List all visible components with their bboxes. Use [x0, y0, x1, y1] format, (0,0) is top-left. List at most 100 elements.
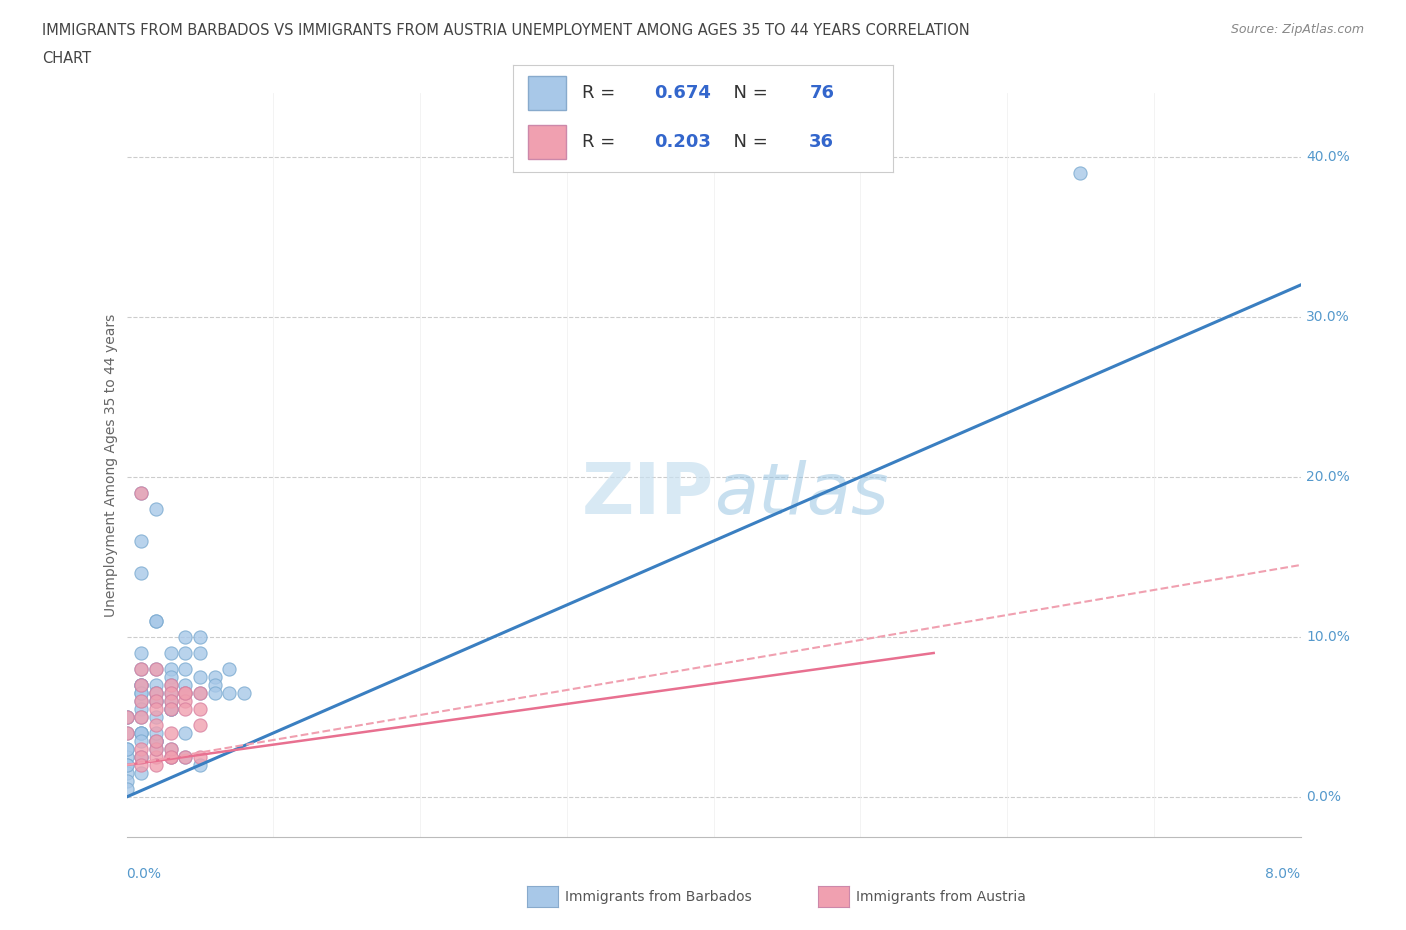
Text: N =: N =: [723, 133, 773, 151]
Point: [145, 685, 167, 700]
Text: 36: 36: [810, 133, 834, 151]
Text: N =: N =: [723, 84, 773, 102]
Point: [115, 710, 138, 724]
Point: [174, 750, 197, 764]
Point: [145, 685, 167, 700]
Point: [129, 750, 152, 764]
Point: [1069, 166, 1091, 180]
Text: 10.0%: 10.0%: [1306, 630, 1350, 644]
Point: [129, 758, 152, 773]
Point: [115, 725, 138, 740]
Point: [129, 710, 152, 724]
Text: 20.0%: 20.0%: [1306, 470, 1350, 484]
Point: [204, 670, 226, 684]
Point: [115, 725, 138, 740]
Point: [129, 565, 152, 580]
Point: [129, 725, 152, 740]
Point: [145, 718, 167, 733]
Text: R =: R =: [582, 133, 620, 151]
Point: [145, 661, 167, 676]
Point: [115, 781, 138, 796]
Point: [145, 614, 167, 629]
Point: [115, 741, 138, 756]
Point: [159, 661, 181, 676]
Point: [129, 750, 152, 764]
Point: [174, 645, 197, 660]
Point: [129, 694, 152, 709]
Point: [188, 750, 211, 764]
Point: [159, 670, 181, 684]
Point: [188, 701, 211, 716]
Text: 8.0%: 8.0%: [1265, 867, 1301, 881]
Point: [159, 685, 181, 700]
Point: [159, 645, 181, 660]
Point: [145, 694, 167, 709]
Point: [145, 734, 167, 749]
Point: [218, 685, 240, 700]
Point: [174, 694, 197, 709]
Point: [174, 685, 197, 700]
Point: [188, 630, 211, 644]
Point: [145, 501, 167, 516]
Text: 40.0%: 40.0%: [1306, 150, 1350, 164]
Y-axis label: Unemployment Among Ages 35 to 44 years: Unemployment Among Ages 35 to 44 years: [104, 313, 118, 617]
Text: 30.0%: 30.0%: [1306, 310, 1350, 324]
Point: [145, 685, 167, 700]
Point: [129, 685, 152, 700]
Point: [204, 685, 226, 700]
Bar: [529, 125, 567, 159]
Point: [174, 701, 197, 716]
Point: [129, 725, 152, 740]
Point: [159, 750, 181, 764]
Text: Immigrants from Austria: Immigrants from Austria: [856, 889, 1026, 904]
Point: [129, 661, 152, 676]
Point: [159, 750, 181, 764]
Point: [115, 750, 138, 764]
Text: Source: ZipAtlas.com: Source: ZipAtlas.com: [1230, 23, 1364, 36]
Point: [129, 710, 152, 724]
Text: 0.0%: 0.0%: [1306, 790, 1341, 804]
Point: [129, 485, 152, 500]
Point: [145, 694, 167, 709]
Point: [145, 678, 167, 693]
Bar: [529, 76, 567, 110]
Point: [174, 661, 197, 676]
Point: [159, 741, 181, 756]
Point: [159, 701, 181, 716]
Point: [145, 734, 167, 749]
Text: 0.674: 0.674: [654, 84, 710, 102]
Point: [159, 678, 181, 693]
Point: [145, 734, 167, 749]
Point: [145, 741, 167, 756]
Point: [145, 661, 167, 676]
Point: [174, 630, 197, 644]
Point: [129, 485, 152, 500]
Point: [145, 734, 167, 749]
Point: [188, 645, 211, 660]
Point: [188, 718, 211, 733]
Text: Immigrants from Barbados: Immigrants from Barbados: [565, 889, 752, 904]
Point: [129, 694, 152, 709]
Point: [188, 685, 211, 700]
Point: [129, 685, 152, 700]
Point: [115, 758, 138, 773]
Point: [159, 725, 181, 740]
Point: [188, 758, 211, 773]
Point: [129, 725, 152, 740]
Point: [174, 685, 197, 700]
Point: [129, 678, 152, 693]
Point: [129, 678, 152, 693]
Point: [145, 701, 167, 716]
Point: [174, 678, 197, 693]
Point: [145, 741, 167, 756]
Point: [129, 765, 152, 780]
Point: [145, 725, 167, 740]
Point: [174, 750, 197, 764]
Point: [115, 765, 138, 780]
Point: [129, 734, 152, 749]
Point: [115, 741, 138, 756]
Point: [159, 701, 181, 716]
Point: [129, 750, 152, 764]
Point: [145, 710, 167, 724]
Point: [115, 710, 138, 724]
